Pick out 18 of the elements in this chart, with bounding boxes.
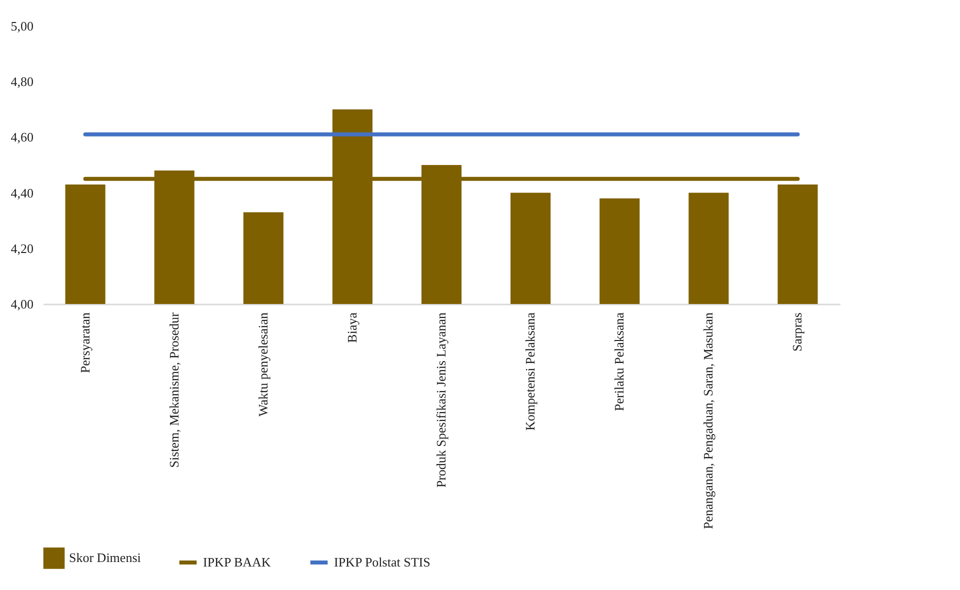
x-tick-label: Biaya: [344, 312, 360, 343]
y-tick-label: 4,20: [10, 240, 34, 256]
x-tick-label: Sarpras: [790, 312, 805, 352]
x-tick-label: Persyaratan: [77, 312, 92, 374]
legend-label: IPKP BAAK: [203, 554, 272, 570]
x-tick-label: Perilaku Pelaksana: [612, 312, 627, 412]
y-tick-label: 4,40: [10, 185, 34, 200]
y-tick-label: 4,60: [10, 130, 34, 145]
x-tick-label: Produk Spesifikasi Jenis Layanan: [434, 312, 448, 488]
y-tick-label: 4,80: [10, 74, 34, 90]
y-tick-label: 4,00: [10, 296, 34, 312]
legend-label: Skor Dimensi: [69, 550, 142, 566]
legend-label: IPKP Polstat STIS: [334, 554, 430, 570]
x-tick-label: Waktu penyelesaian: [255, 312, 270, 416]
x-tick-label: Penanganan, Pengaduan, Saran, Masukan: [700, 312, 716, 530]
x-tick-label: Kompetensi Pelaksana: [522, 312, 538, 431]
y-tick-label: 5,00: [10, 18, 34, 34]
x-tick-label: Sistem, Mekanisme, Prosedur: [166, 312, 182, 468]
